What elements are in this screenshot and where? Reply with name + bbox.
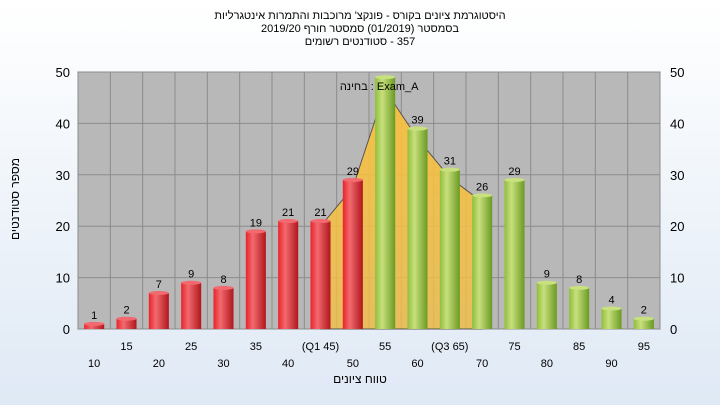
bar-60 [407,128,428,329]
chart-subtitle-1: בסמסטר (01/2019) סמסטר חורף 2019/20 [260,23,460,35]
bar-top-45 [310,219,331,224]
x-tick-label-90: 90 [605,358,617,370]
bar-35 [245,231,266,329]
x-tick-label-95: 95 [638,341,650,353]
x-tick-label-70: 70 [476,358,488,370]
data-label-45: 21 [314,207,326,219]
x-tick-label-80: 80 [541,358,553,370]
data-label-85: 8 [576,274,582,286]
bar-45 [310,221,331,329]
data-label-90: 4 [608,294,614,306]
y-tick-label-left: 40 [56,116,70,131]
x-tick-label-75: 75 [508,341,520,353]
bar-75 [504,179,525,329]
data-label-60: 39 [411,115,423,127]
x-tick-label-25: 25 [185,341,197,353]
bar-50 [342,179,363,329]
bar-top-50 [342,177,363,182]
data-label-75: 29 [508,166,520,178]
x-tick-label-65: (Q3 65) [431,341,468,353]
bar-top-90 [601,306,622,311]
bar-40 [278,221,299,329]
bar-80 [536,282,557,329]
data-label-10: 1 [91,310,97,322]
bar-top-85 [569,285,590,290]
bar-top-70 [472,193,493,198]
data-label-20: 7 [156,279,162,291]
data-label-25: 9 [188,269,194,281]
bar-85 [569,287,590,329]
y-tick-label-right: 10 [670,271,684,286]
bar-90 [601,308,622,329]
data-label-65: 31 [444,156,456,168]
x-axis-label: טווח ציונים [333,372,387,386]
x-tick-label-30: 30 [217,358,229,370]
bar-55 [375,77,396,329]
x-tick-label-40: 40 [282,358,294,370]
chart-title: היסטוגרמת ציונים בקורס - פונקצ' מרוכבות … [214,10,506,22]
x-tick-label-20: 20 [153,358,165,370]
bar-top-20 [148,291,169,296]
bar-70 [472,195,493,329]
bar-15 [116,318,137,329]
y-tick-label-left: 0 [63,322,70,337]
bar-95 [633,318,654,329]
x-tick-label-50: 50 [347,358,359,370]
bar-30 [213,287,234,329]
bar-top-10 [84,321,105,326]
bar-top-55 [375,75,396,80]
bar-65 [439,169,460,329]
bar-top-80 [536,280,557,285]
chart-title-block: היסטוגרמת ציונים בקורס - פונקצ' מרוכבות … [0,10,720,49]
bar-top-30 [213,285,234,290]
data-label-50: 29 [347,166,359,178]
data-label-70: 26 [476,181,488,193]
x-tick-label-85: 85 [573,341,585,353]
x-tick-label-45: (Q1 45) [302,341,339,353]
bar-top-60 [407,126,428,131]
chart-subtitle-2: 357 - סטודנטים רשומים [304,36,416,48]
y-tick-label-left: 10 [56,271,70,286]
x-tick-label-10: 10 [88,358,100,370]
data-label-95: 2 [641,305,647,317]
bar-25 [181,282,202,329]
y-tick-label-right: 40 [670,116,684,131]
bar-10 [84,323,105,329]
data-label-35: 19 [250,217,262,229]
y-tick-label-left: 20 [56,219,70,234]
y-tick-label-right: 30 [670,168,684,183]
data-label-40: 21 [282,207,294,219]
bar-top-75 [504,177,525,182]
y-tick-label-left: 50 [56,65,70,80]
bar-top-95 [633,316,654,321]
y-axis-label: מספר סטודנטים [8,157,22,240]
data-label-15: 2 [123,305,129,317]
x-tick-label-60: 60 [411,358,423,370]
bar-top-25 [181,280,202,285]
exam-annotation: בחינה : Exam_A [340,81,419,93]
x-tick-label-35: 35 [250,341,262,353]
bar-top-35 [245,229,266,234]
data-label-30: 8 [220,274,226,286]
bar-top-40 [278,219,299,224]
y-tick-label-right: 0 [670,322,677,337]
x-tick-label-15: 15 [120,341,132,353]
bar-top-65 [439,167,460,172]
y-tick-label-right: 20 [670,219,684,234]
y-tick-label-left: 30 [56,168,70,183]
x-tick-label-55: 55 [379,341,391,353]
bar-top-15 [116,316,137,321]
bar-20 [148,293,169,329]
data-label-80: 9 [544,269,550,281]
y-tick-label-right: 50 [670,65,684,80]
